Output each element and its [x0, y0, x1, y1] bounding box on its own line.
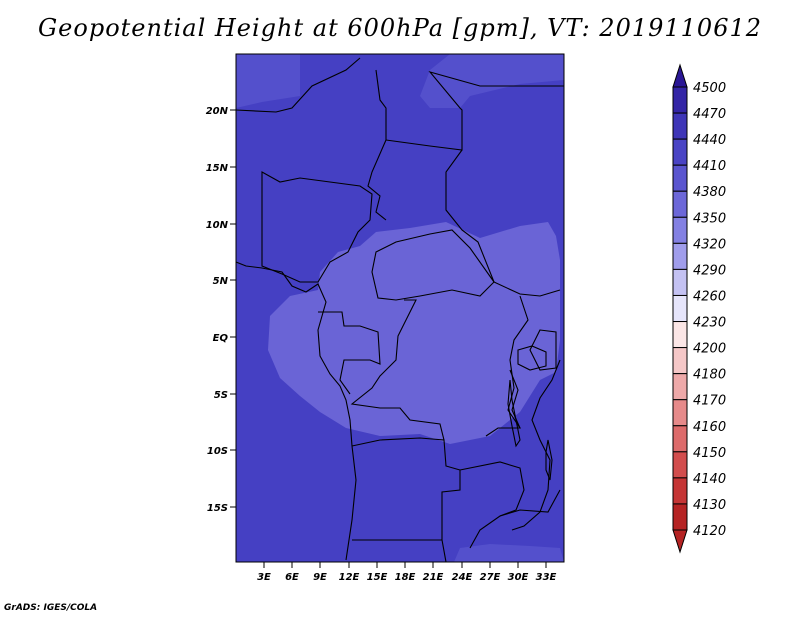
- field-4410-southeast: [454, 544, 564, 562]
- border-car: [371, 229, 495, 301]
- lat-tick-label: 15N: [206, 163, 229, 174]
- lon-tick-label: 18E: [395, 572, 416, 583]
- lat-tick-label: 10S: [207, 446, 228, 457]
- colorbar: 4500 4470 4440 4410 4380 4350 4320 4290 4260 4230…: [672, 63, 726, 554]
- border-cameroon-gabon: [318, 311, 381, 395]
- colorbar-level-label: 4410: [693, 159, 726, 174]
- lake-tanganyika: [507, 379, 521, 448]
- colorbar-box: [672, 164, 688, 192]
- colorbar-level-label: 4380: [693, 185, 726, 200]
- colorbar-box: [672, 503, 688, 531]
- colorbar-level-label: 4130: [693, 498, 726, 513]
- lake-victoria: [517, 345, 547, 371]
- colorbar-box: [672, 216, 688, 244]
- lon-tick-label: 21E: [423, 572, 444, 583]
- colorbar-box: [672, 425, 688, 453]
- colorbar-level-label: 4150: [693, 446, 726, 461]
- lon-tick-label: 27E: [480, 572, 501, 583]
- border-chad-sudan: [385, 70, 564, 297]
- lat-tick-label: 15S: [207, 503, 228, 514]
- map-frame: [235, 53, 565, 563]
- colorbar-level-label: 4170: [693, 394, 726, 409]
- longitude-axis: 3E 6E 9E 12E 15E 18E 21E 24E 27E 30E 33E: [257, 562, 557, 583]
- geopotential-field: [236, 54, 564, 562]
- lon-tick-label: 9E: [313, 572, 327, 583]
- field-4410-northeast: [420, 54, 564, 108]
- map-title: Geopotential Height at 600hPa [gpm], VT:…: [38, 14, 762, 42]
- colorbar-box: [672, 477, 688, 505]
- colorbar-box: [672, 86, 688, 114]
- colorbar-level-label: 4160: [693, 420, 726, 435]
- colorbar-box: [672, 347, 688, 375]
- lon-tick-label: 3E: [257, 572, 271, 583]
- colorbar-level-label: 4180: [693, 368, 726, 383]
- colorbar-level-label: 4140: [693, 472, 726, 487]
- colorbar-level-label: 4350: [693, 211, 726, 226]
- lat-tick-label: 5S: [214, 390, 228, 401]
- colorbar-level-label: 4200: [693, 342, 726, 357]
- lon-tick-label: 24E: [452, 572, 473, 583]
- border-angola-zambia: [351, 437, 525, 562]
- border-nigeria: [261, 171, 373, 283]
- lon-tick-label: 33E: [536, 572, 557, 583]
- lat-tick-label: 5N: [213, 276, 229, 287]
- colorbar-box: [672, 138, 688, 166]
- colorbar-level-label: 4260: [693, 289, 726, 304]
- lon-tick-label: 6E: [285, 572, 299, 583]
- colorbar-box: [672, 268, 688, 296]
- grads-credit: GrADS: IGES/COLA: [4, 603, 98, 613]
- colorbar-box: [672, 242, 688, 270]
- colorbar-box: [672, 112, 688, 140]
- lake-malawi: [545, 439, 553, 481]
- colorbar-level-label: 4470: [693, 107, 726, 122]
- colorbar-level-label: 4440: [693, 133, 726, 148]
- lon-tick-label: 15E: [367, 572, 388, 583]
- colorbar-box: [672, 190, 688, 218]
- colorbar-box: [672, 399, 688, 427]
- lat-tick-label: 10N: [206, 220, 229, 231]
- border-drc-east: [485, 295, 529, 437]
- colorbar-level-label: 4290: [693, 263, 726, 278]
- colorbar-level-label: 4500: [693, 81, 726, 96]
- colorbar-box: [672, 451, 688, 479]
- colorbar-bottom-triangle: [672, 529, 688, 554]
- border-congo-drc: [350, 299, 445, 441]
- field-4410-north: [236, 54, 300, 108]
- east-africa-coast: [511, 359, 561, 531]
- lat-tick-label: EQ: [213, 333, 229, 344]
- colorbar-level-label: 4120: [693, 524, 726, 539]
- colorbar-level-label: 4320: [693, 237, 726, 252]
- latitude-axis: 20N 15N 10N 5N EQ 5S 10S 15S: [206, 106, 236, 514]
- border-sahel: [236, 57, 387, 221]
- coastlines-borders: [236, 57, 564, 562]
- lon-tick-label: 30E: [508, 572, 529, 583]
- colorbar-level-label: 4230: [693, 316, 726, 331]
- colorbar-top-triangle: [672, 63, 688, 88]
- lat-tick-label: 20N: [206, 106, 229, 117]
- lon-tick-label: 12E: [339, 572, 360, 583]
- colorbar-box: [672, 321, 688, 349]
- border-southern: [352, 489, 561, 541]
- colorbar-box: [672, 373, 688, 401]
- colorbar-box: [672, 294, 688, 323]
